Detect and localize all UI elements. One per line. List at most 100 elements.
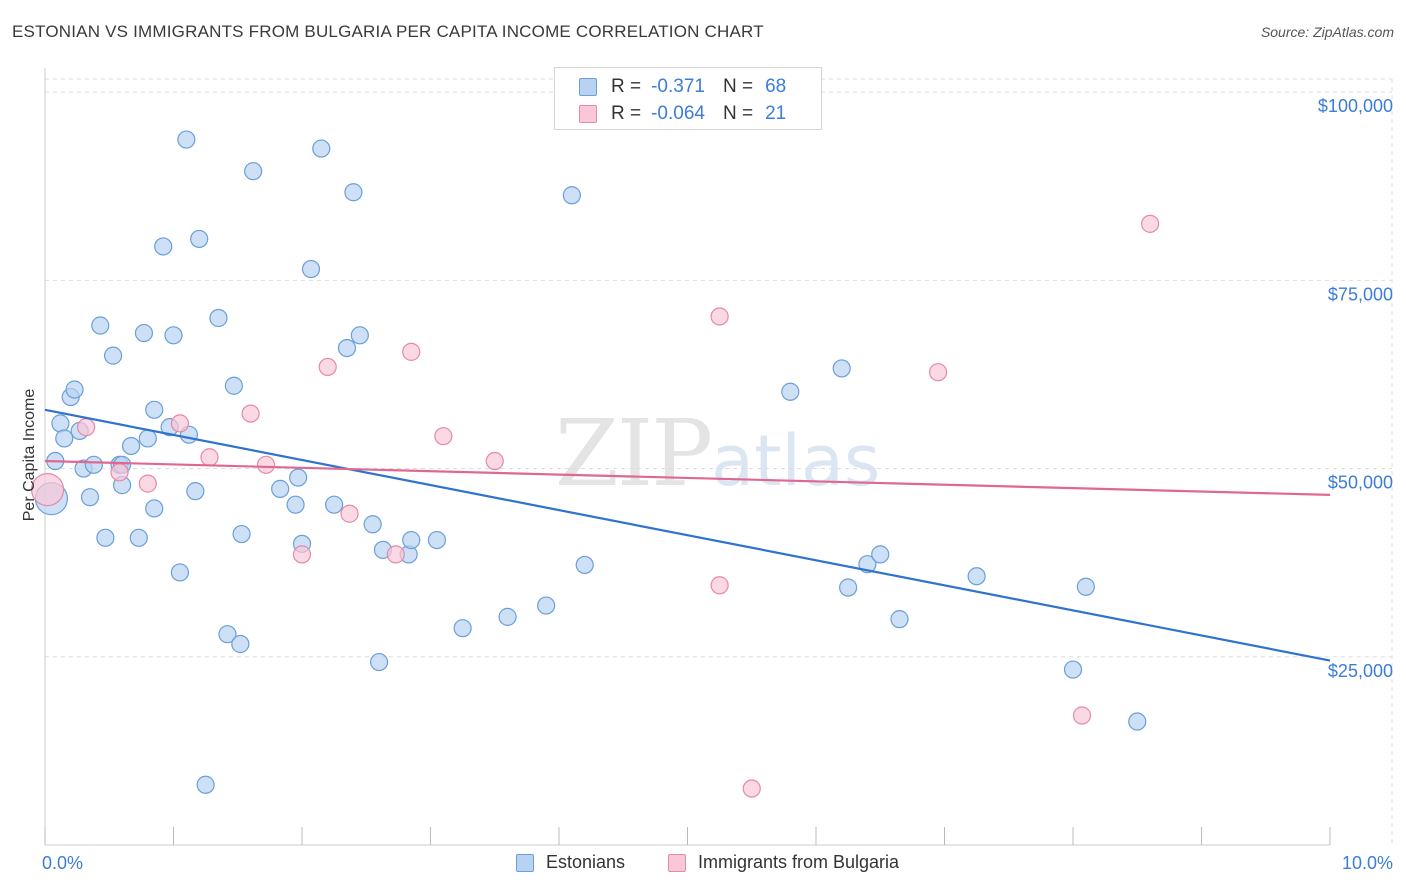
axis-labels: $25,000 $50,000 $75,000 $100,000 0.0% 10.0% Pe… bbox=[21, 96, 1393, 873]
bulgaria-point bbox=[200, 448, 219, 467]
estonian-point bbox=[301, 259, 321, 279]
estonian-point bbox=[209, 308, 228, 328]
bulgaria-point bbox=[292, 545, 312, 564]
estonian-point bbox=[84, 455, 103, 474]
estonian-point bbox=[562, 186, 581, 205]
legend-r-label: R = bbox=[611, 76, 642, 97]
bulgaria-point bbox=[434, 427, 453, 446]
legend-row-estonians: R = -0.371 N = 68 bbox=[579, 74, 786, 100]
y-tick-label: $50,000 bbox=[1328, 473, 1393, 493]
bulgaria-point bbox=[340, 504, 359, 523]
estonian-point bbox=[453, 619, 472, 638]
estonian-point bbox=[91, 316, 110, 335]
legend-swatch-pink bbox=[579, 105, 597, 123]
estonian-point bbox=[890, 610, 909, 629]
bulgaria-point bbox=[402, 342, 421, 361]
series-swatch-pink bbox=[668, 853, 686, 872]
legend-r-value: -0.064 bbox=[651, 103, 705, 124]
estonian-point bbox=[55, 429, 74, 448]
estonian-point bbox=[244, 162, 263, 181]
estonian-point bbox=[1128, 712, 1147, 731]
series-label-estonians: Estonians bbox=[546, 852, 626, 872]
legend-n-label: N = bbox=[722, 103, 754, 124]
estonian-point bbox=[350, 326, 369, 345]
bulgaria-trend-line bbox=[44, 459, 1331, 497]
x-tick-label: 0.0% bbox=[42, 853, 83, 873]
estonian-point bbox=[177, 130, 196, 149]
estonian-point bbox=[218, 625, 237, 644]
legend-n-value: 21 bbox=[765, 103, 787, 124]
estonian-point bbox=[839, 578, 858, 597]
bulgaria-point bbox=[77, 418, 96, 437]
estonian-point bbox=[196, 775, 215, 794]
estonian-point bbox=[871, 545, 890, 564]
legend-n-label: N = bbox=[722, 76, 754, 97]
estonian-point bbox=[96, 528, 115, 547]
estonian-point bbox=[271, 479, 290, 498]
bulgaria-point bbox=[710, 576, 729, 595]
chart-title: ESTONIAN VS IMMIGRANTS FROM BULGARIA PER… bbox=[12, 22, 764, 41]
estonian-point bbox=[80, 488, 100, 507]
bulgaria-point bbox=[710, 307, 729, 326]
estonian-point bbox=[289, 468, 308, 487]
series-swatch-blue bbox=[516, 853, 534, 872]
legend-n-value: 68 bbox=[765, 76, 787, 97]
legend-r-label: R = bbox=[611, 103, 642, 124]
legend-swatch-blue bbox=[579, 78, 597, 96]
bulgaria-point bbox=[241, 404, 260, 423]
estonian-point bbox=[498, 607, 517, 626]
source-label: Source: ZipAtlas.com bbox=[1260, 24, 1394, 40]
estonian-point bbox=[967, 567, 986, 586]
estonian-point bbox=[121, 436, 141, 456]
legend-r-value: -0.371 bbox=[651, 76, 705, 97]
estonian-point bbox=[190, 229, 209, 249]
estonian-point bbox=[402, 530, 421, 550]
x-tick-label: 10.0% bbox=[1342, 853, 1393, 873]
estonian-point bbox=[145, 400, 164, 419]
y-tick-label: $25,000 bbox=[1328, 661, 1393, 681]
estonian-point bbox=[65, 380, 84, 399]
estonian-point bbox=[575, 555, 594, 575]
y-tick-label: $100,000 bbox=[1318, 96, 1393, 116]
series-legend-bulgaria[interactable]: Immigrants from Bulgaria bbox=[668, 852, 899, 873]
stats-legend: R = -0.371 N = 68 R = -0.064 N = 21 bbox=[554, 67, 822, 130]
legend-row-bulgaria: R = -0.064 N = 21 bbox=[579, 101, 786, 127]
bulgaria-point bbox=[110, 463, 129, 482]
bulgaria-point bbox=[170, 414, 190, 433]
estonian-point bbox=[370, 652, 389, 672]
estonian-point bbox=[138, 429, 157, 448]
estonian-point bbox=[427, 530, 447, 550]
bulgaria-point bbox=[1140, 214, 1160, 233]
estonian-point bbox=[51, 414, 70, 433]
estonian-point bbox=[344, 183, 363, 202]
data-points bbox=[30, 130, 1160, 798]
estonian-point bbox=[231, 634, 250, 654]
estonian-point bbox=[104, 346, 123, 365]
bulgaria-point bbox=[256, 455, 276, 474]
trend-lines bbox=[44, 408, 1331, 662]
bulgaria-point bbox=[485, 451, 504, 471]
estonian-point bbox=[337, 338, 357, 358]
estonian-point bbox=[186, 482, 205, 501]
estonian-point bbox=[224, 376, 243, 395]
estonian-point bbox=[781, 382, 800, 401]
estonian-point bbox=[286, 495, 305, 514]
gridlines bbox=[45, 78, 1393, 845]
estonian-point bbox=[363, 515, 382, 534]
estonian-point bbox=[232, 524, 251, 544]
y-tick-label: $75,000 bbox=[1328, 284, 1393, 304]
estonian-point bbox=[129, 528, 148, 547]
estonian-trend-line bbox=[44, 408, 1331, 662]
bulgaria-point bbox=[386, 545, 405, 564]
axes bbox=[44, 68, 1331, 846]
watermark-atlas: atlas bbox=[711, 420, 881, 502]
series-legend-estonians[interactable]: Estonians bbox=[516, 852, 625, 873]
y-axis-label: Per Capita Income bbox=[21, 389, 38, 522]
estonian-point bbox=[170, 563, 190, 582]
estonian-point bbox=[832, 359, 851, 378]
estonian-point bbox=[537, 596, 556, 615]
estonian-point bbox=[154, 237, 173, 256]
estonian-point bbox=[134, 323, 154, 343]
series-label-bulgaria: Immigrants from Bulgaria bbox=[698, 852, 900, 872]
